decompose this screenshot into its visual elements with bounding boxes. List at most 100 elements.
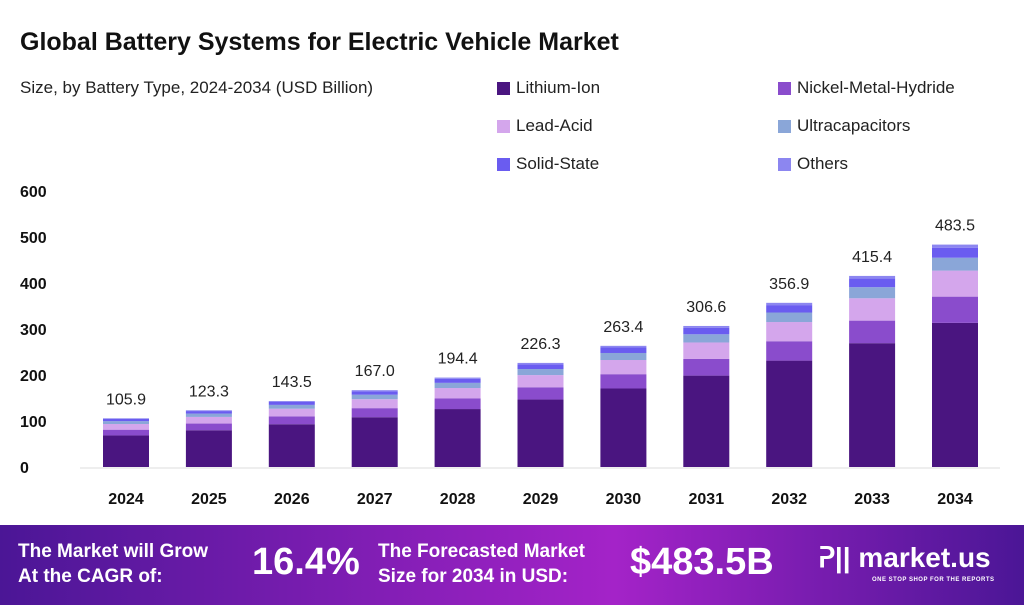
bar-segment-lead-acid [600, 360, 647, 375]
bar-segment-lead-acid [932, 270, 978, 297]
y-tick-label: 300 [20, 322, 47, 339]
bar-segment-lead-acid [434, 388, 481, 399]
bar-segment-nickel-metal-hydride [351, 408, 398, 418]
legend-item: Others [778, 154, 848, 174]
forecast-label-line1: The Forecasted Market [378, 541, 585, 562]
data-label: 167.0 [355, 363, 395, 380]
bar-segment-lead-acid [351, 399, 398, 409]
legend-item: Ultracapacitors [778, 116, 910, 136]
bar-segment-lead-acid [683, 342, 730, 359]
legend-label: Lead-Acid [516, 116, 593, 135]
bar-segment-solid-state [185, 411, 232, 414]
data-label: 226.3 [520, 336, 560, 353]
bar-segment-lead-acid [517, 375, 564, 388]
bar-segment-lithium-ion [683, 375, 730, 467]
x-tick-label: 2027 [357, 491, 393, 508]
bar-segment-lithium-ion [351, 417, 398, 467]
bar-segment-ultracapacitors [932, 257, 978, 271]
brand-logo: ᕈ|| market.us [818, 541, 991, 574]
bar-segment-lead-acid [849, 298, 896, 321]
bar-segment-others [766, 302, 813, 306]
bar-segment-ultracapacitors [683, 334, 730, 343]
cagr-label: The Market will Grow At the CAGR of: [18, 539, 208, 589]
y-tick-label: 200 [20, 368, 47, 385]
x-tick-label: 2034 [937, 491, 973, 508]
legend-swatch [778, 81, 791, 95]
legend-label: Lithium-Ion [516, 78, 601, 97]
bar-segment-ultracapacitors [434, 382, 481, 389]
bar-segment-others [517, 362, 564, 365]
bar-segment-others [103, 418, 149, 419]
data-label: 306.6 [686, 299, 726, 316]
x-tick-label: 2026 [274, 491, 310, 508]
bar-segment-solid-state [849, 278, 896, 288]
bar-segment-solid-state [517, 364, 564, 370]
bar-segment-others [268, 400, 315, 402]
bar-segment-nickel-metal-hydride [517, 387, 564, 400]
legend-label: Ultracapacitors [797, 116, 911, 135]
legend-item: Nickel-Metal-Hydride [778, 78, 955, 98]
bar-segment-solid-state [351, 391, 398, 395]
x-tick-label: 2025 [191, 491, 227, 508]
data-label: 123.3 [189, 383, 229, 400]
bar-segment-lead-acid [103, 423, 149, 430]
bar-segment-nickel-metal-hydride [849, 320, 896, 344]
y-tick-label: 400 [20, 276, 47, 293]
bar-segment-nickel-metal-hydride [932, 296, 978, 323]
bar-segment-ultracapacitors [600, 352, 647, 361]
bar-segment-lithium-ion [766, 360, 813, 467]
bar-segment-lithium-ion [600, 388, 647, 467]
data-label: 263.4 [603, 319, 643, 336]
bar-segment-lithium-ion [932, 322, 978, 467]
bar-segment-lead-acid [185, 416, 232, 424]
y-tick-label: 100 [20, 414, 47, 431]
legend-item: Solid-State [497, 154, 599, 174]
bar-segment-lithium-ion [849, 343, 896, 467]
footer-banner: The Market will Grow At the CAGR of: 16.4… [0, 525, 1024, 605]
bar-segment-ultracapacitors [185, 413, 232, 417]
bar-segment-lithium-ion [434, 409, 481, 467]
bar-segment-nickel-metal-hydride [434, 398, 481, 410]
bar-segment-others [434, 377, 481, 379]
bar-segment-others [932, 244, 978, 248]
data-label: 483.5 [935, 218, 975, 235]
bar-segment-lead-acid [766, 322, 813, 342]
forecast-value: $483.5B [630, 541, 774, 583]
data-label: 143.5 [272, 374, 312, 391]
legend-label: Nickel-Metal-Hydride [797, 78, 955, 97]
bar-segment-ultracapacitors [351, 394, 398, 400]
cagr-label-line1: The Market will Grow [18, 541, 209, 562]
bar-segment-solid-state [103, 418, 149, 422]
bar-segment-others [600, 345, 647, 348]
bar-segment-lithium-ion [517, 399, 564, 467]
bar-segment-nickel-metal-hydride [600, 374, 647, 389]
chart-subtitle: Size, by Battery Type, 2024-2034 (USD Bi… [20, 78, 374, 97]
chart-title: Global Battery Systems for Electric Vehi… [20, 28, 619, 56]
bar-segment-ultracapacitors [766, 312, 813, 323]
data-label: 105.9 [106, 391, 146, 408]
bar-segment-nickel-metal-hydride [185, 423, 232, 431]
bar-segment-others [683, 325, 730, 328]
bar-segment-nickel-metal-hydride [268, 416, 315, 425]
bar-segment-lithium-ion [185, 430, 232, 467]
legend-label: Others [797, 154, 849, 173]
bar-segment-lead-acid [268, 408, 315, 417]
brand-name: market.us [858, 542, 991, 573]
bar-segment-solid-state [683, 327, 730, 335]
x-tick-label: 2032 [771, 491, 807, 508]
forecast-label-line2: Size for 2034 in USD: [378, 566, 569, 587]
bar-segment-nickel-metal-hydride [766, 341, 813, 361]
bar-segment-solid-state [766, 305, 813, 313]
forecast-label: The Forecasted Market Size for 2034 in US… [378, 539, 585, 589]
bar-segment-others [185, 410, 232, 412]
y-tick-label: 0 [20, 460, 29, 477]
legend-swatch [497, 119, 510, 133]
bar-segment-ultracapacitors [517, 369, 564, 376]
x-tick-label: 2028 [440, 491, 476, 508]
y-tick-label: 600 [20, 184, 47, 201]
bar-segment-lithium-ion [268, 424, 315, 467]
bar-segment-others [351, 390, 398, 392]
legend-swatch [778, 157, 791, 171]
stacked-bar-chart: 0 100 200 300 400 500 600 105.9 2024 123.3 2025 143… [20, 184, 1000, 508]
x-tick-label: 2024 [108, 491, 144, 508]
